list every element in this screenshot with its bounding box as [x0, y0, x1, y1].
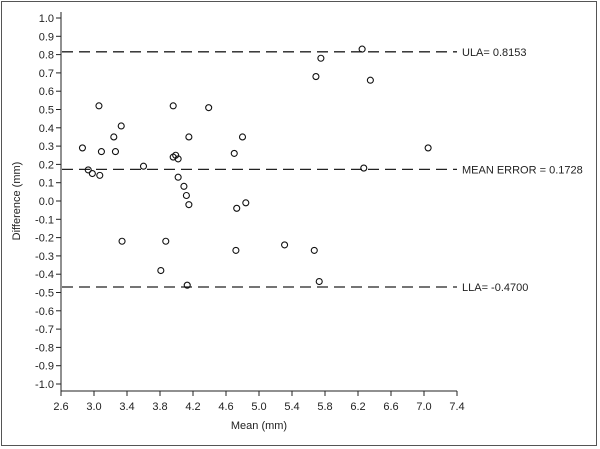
data-point: [185, 201, 193, 209]
data-point: [310, 246, 318, 254]
reference-line-label: LLA= -0.4700: [462, 282, 528, 294]
data-point: [84, 166, 92, 174]
data-points: [78, 45, 432, 289]
data-point: [242, 199, 250, 207]
data-point: [88, 170, 96, 178]
data-point: [366, 76, 374, 84]
y-tick-label: -0.5: [35, 288, 54, 300]
data-point: [180, 182, 188, 190]
data-point: [183, 281, 191, 289]
y-tick-label: 0.8: [39, 50, 54, 62]
y-axis: 1.0 0.9 0.8 0.7 0.6 0.5 0.4 0.3 0.2 0.1 0.0 -0.1 -0.…: [35, 12, 62, 391]
y-tick-label: -0.3: [35, 251, 54, 263]
y-tick-label: 0.6: [39, 86, 54, 98]
x-tick-label: 6.2: [350, 401, 365, 413]
data-point: [238, 133, 247, 141]
y-tick-label: 0.5: [39, 105, 54, 117]
y-tick-label: -0.2: [35, 233, 54, 245]
y-tick-label: -0.7: [35, 324, 54, 336]
y-tick-label: -0.1: [35, 214, 54, 226]
y-tick-label: -0.4: [35, 269, 54, 281]
x-tick-label: 7.0: [416, 401, 431, 413]
y-tick-label: 0.4: [39, 123, 54, 135]
data-point: [78, 144, 86, 152]
x-tick-label: 4.2: [185, 401, 200, 413]
data-point: [315, 277, 323, 286]
y-tick-label: -0.6: [35, 306, 54, 318]
data-point: [174, 155, 182, 163]
data-point: [96, 171, 104, 179]
data-point: [312, 73, 320, 81]
data-point: [169, 102, 177, 110]
reference-lines: ULA= 0.8153 MEAN ERROR = 0.1728 LLA= -0.47…: [62, 47, 583, 294]
data-point: [360, 164, 368, 172]
x-axis: 2.6 3.0 3.4 3.8 4.2 4.6 5.0 5.4 5.8 6.2 6.6 7.0 7.4: [53, 390, 465, 413]
reference-line-label: ULA= 0.8153: [462, 47, 527, 59]
y-tick-label: 0.3: [39, 141, 54, 153]
data-point: [185, 133, 193, 141]
data-point: [174, 173, 182, 181]
x-tick-label: 2.6: [53, 401, 68, 413]
data-point: [162, 237, 170, 245]
data-point: [317, 54, 325, 62]
data-point: [205, 104, 213, 112]
y-tick-label: 0.9: [39, 31, 54, 43]
y-tick-label: 0.1: [39, 178, 54, 190]
x-tick-label: 4.6: [218, 401, 233, 413]
y-tick-label: -1.0: [35, 379, 54, 391]
data-point: [95, 102, 103, 110]
x-axis-title: Mean (mm): [231, 420, 287, 432]
y-tick-label: 0.0: [39, 196, 54, 208]
data-point: [281, 241, 289, 249]
data-point: [157, 266, 165, 275]
y-tick-label: 1.0: [39, 13, 54, 25]
data-point: [232, 246, 240, 254]
data-point: [424, 144, 432, 152]
data-point: [111, 148, 119, 156]
y-tick-label: 0.7: [39, 68, 54, 80]
data-point: [139, 162, 148, 170]
y-axis-title: Difference (mm): [11, 162, 23, 241]
data-point: [118, 237, 126, 245]
x-tick-label: 3.0: [86, 401, 101, 413]
data-point: [110, 133, 118, 141]
data-point: [358, 45, 366, 53]
x-tick-label: 3.8: [152, 401, 167, 413]
data-point: [97, 148, 105, 156]
reference-line-label: MEAN ERROR = 0.1728: [462, 164, 583, 176]
data-point: [117, 122, 125, 130]
data-point: [233, 204, 241, 212]
data-point: [230, 149, 238, 157]
y-tick-label: -0.9: [35, 361, 54, 373]
data-point: [182, 191, 190, 200]
x-tick-label: 7.4: [449, 401, 464, 413]
x-tick-label: 6.6: [383, 401, 398, 413]
x-tick-label: 5.4: [284, 401, 299, 413]
x-tick-label: 5.0: [251, 401, 266, 413]
x-tick-label: 5.8: [317, 401, 332, 413]
y-tick-label: -0.8: [35, 342, 54, 354]
x-tick-label: 3.4: [119, 401, 134, 413]
y-tick-label: 0.2: [39, 159, 54, 171]
